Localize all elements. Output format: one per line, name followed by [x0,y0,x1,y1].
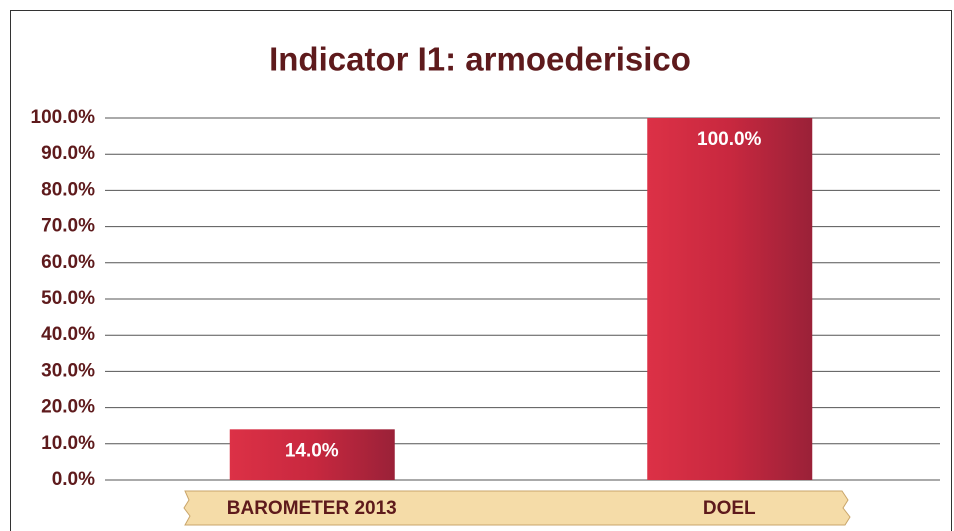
y-tick-label: 100.0% [31,107,96,128]
y-tick-label: 90.0% [41,143,95,164]
category-banner [183,490,851,526]
bar [229,429,395,480]
y-tick-label: 10.0% [41,433,95,454]
y-tick-label: 80.0% [41,179,95,200]
y-tick-label: 50.0% [41,288,95,309]
y-tick-label: 20.0% [41,397,95,418]
y-tick-label: 40.0% [41,324,95,345]
y-tick-label: 60.0% [41,252,95,273]
value-label: 100.0% [697,129,762,150]
frame [10,10,952,531]
x-tick-label: BAROMETER 2013 [227,498,397,519]
y-tick-label: 70.0% [41,216,95,237]
chart-title: Indicator I1: armoederisico [269,41,691,78]
bar [647,118,813,480]
y-tick-label: 30.0% [41,360,95,381]
x-tick-label: DOEL [703,498,756,519]
y-tick-label: 0.0% [52,469,95,490]
value-label: 14.0% [285,440,339,461]
